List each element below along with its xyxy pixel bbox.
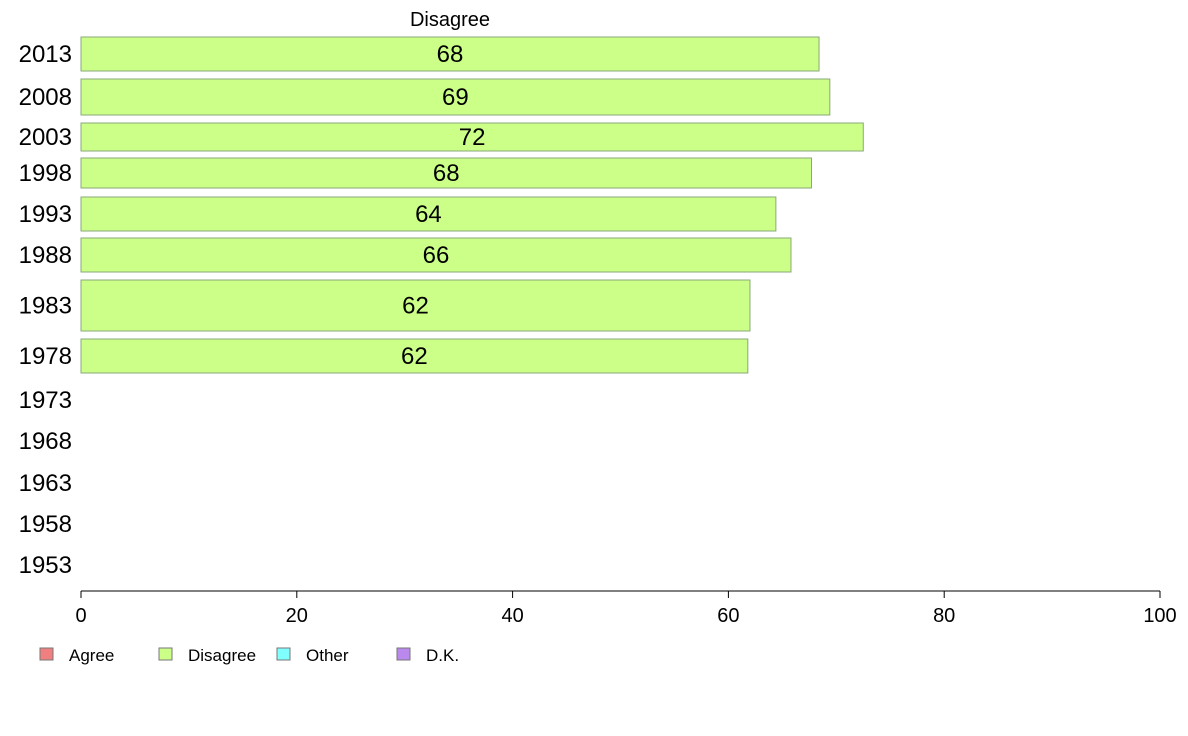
data-label: 66 xyxy=(423,242,450,269)
bar xyxy=(80,122,864,152)
x-axis: 0 20 40 60 80 100 xyxy=(75,590,1177,627)
x-tick-label: 80 xyxy=(933,605,955,627)
legend-swatch xyxy=(158,647,173,661)
x-tick-label: 100 xyxy=(1143,605,1176,627)
bar xyxy=(80,196,777,232)
legend-label: Disagree xyxy=(188,646,256,665)
bar xyxy=(80,157,812,189)
legend-swatch xyxy=(276,647,291,661)
bar xyxy=(80,237,792,273)
data-label: 68 xyxy=(437,41,464,68)
y-tick-label: 1998 xyxy=(19,160,72,187)
bar xyxy=(80,78,831,116)
data-label: 69 xyxy=(442,84,469,111)
y-tick-label: 2013 xyxy=(19,41,72,68)
y-tick-label: 1988 xyxy=(19,242,72,269)
legend-label: D.K. xyxy=(426,646,459,665)
bar xyxy=(80,36,820,72)
bars-layer: 68 69 72 68 64 66 62 62 xyxy=(80,36,864,374)
year-labels: 2013 2008 2003 1998 1993 1988 1983 1978 1973 1968… xyxy=(19,41,72,579)
x-tick-label: 0 xyxy=(75,605,86,627)
y-tick-label: 1973 xyxy=(19,387,72,414)
legend-label: Other xyxy=(306,646,349,665)
y-tick-label: 2008 xyxy=(19,84,72,111)
legend: Agree Disagree Other D.K. xyxy=(39,646,459,665)
y-tick-label: 1963 xyxy=(19,470,72,497)
x-tick-label: 20 xyxy=(286,605,308,627)
y-tick-label: 1983 xyxy=(19,293,72,320)
y-tick-label: 1993 xyxy=(19,201,72,228)
y-tick-label: 2003 xyxy=(19,124,72,151)
legend-swatch xyxy=(396,647,411,661)
y-tick-label: 1978 xyxy=(19,343,72,370)
data-label: 72 xyxy=(459,124,486,151)
data-label: 64 xyxy=(415,201,442,228)
y-tick-label: 1968 xyxy=(19,428,72,455)
x-tick-label: 60 xyxy=(717,605,739,627)
y-tick-label: 1958 xyxy=(19,511,72,538)
legend-swatch xyxy=(39,647,54,661)
bar xyxy=(80,338,749,374)
data-label: 68 xyxy=(433,160,460,187)
data-label: 62 xyxy=(401,343,428,370)
y-tick-label: 1953 xyxy=(19,552,72,579)
legend-label: Agree xyxy=(69,646,114,665)
chart-title: Disagree xyxy=(410,9,490,31)
bar xyxy=(80,279,751,332)
x-tick-label: 40 xyxy=(501,605,523,627)
data-label: 62 xyxy=(402,293,429,320)
